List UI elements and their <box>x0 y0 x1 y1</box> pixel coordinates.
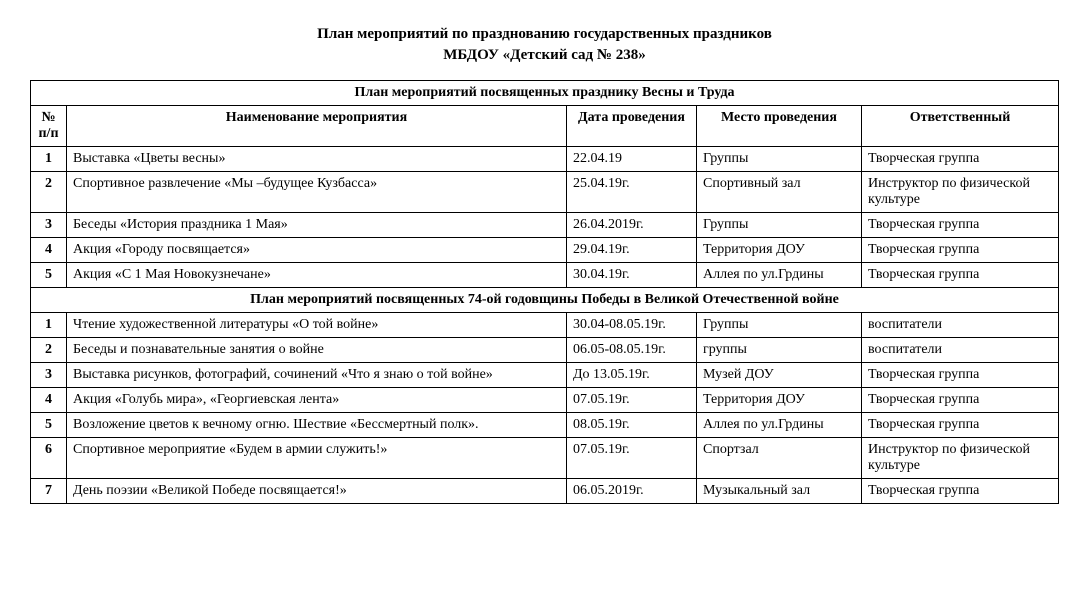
cell-date: 06.05-08.05.19г. <box>567 338 697 363</box>
cell-num: 1 <box>31 147 67 172</box>
title-line-1: План мероприятий по празднованию государ… <box>30 24 1059 45</box>
cell-num: 3 <box>31 363 67 388</box>
cell-date: 07.05.19г. <box>567 388 697 413</box>
cell-resp: Инструктор по физической культуре <box>862 172 1059 213</box>
cell-num: 2 <box>31 172 67 213</box>
cell-resp: Творческая группа <box>862 263 1059 288</box>
cell-num: 6 <box>31 438 67 479</box>
cell-place: Музыкальный зал <box>697 479 862 504</box>
table-row: 1Чтение художественной литературы «О той… <box>31 313 1059 338</box>
cell-num: 2 <box>31 338 67 363</box>
cell-num: 5 <box>31 413 67 438</box>
table-row: 1Выставка «Цветы весны»22.04.19ГруппыТво… <box>31 147 1059 172</box>
cell-name: Беседы «История праздника 1 Мая» <box>67 213 567 238</box>
cell-num: 5 <box>31 263 67 288</box>
table-row: 5Возложение цветов к вечному огню. Шеств… <box>31 413 1059 438</box>
title-line-2: МБДОУ «Детский сад № 238» <box>30 45 1059 66</box>
cell-place: Музей ДОУ <box>697 363 862 388</box>
table-row: 4Акция «Городу посвящается»29.04.19г.Тер… <box>31 238 1059 263</box>
col-date: Дата проведения <box>567 106 697 147</box>
cell-date: 25.04.19г. <box>567 172 697 213</box>
cell-place: Группы <box>697 313 862 338</box>
cell-place: Спортивный зал <box>697 172 862 213</box>
table-row: 2Беседы и познавательные занятия о войне… <box>31 338 1059 363</box>
table-row: 7День поэзии «Великой Победе посвящается… <box>31 479 1059 504</box>
table-row: 2Спортивное развлечение «Мы –будущее Куз… <box>31 172 1059 213</box>
cell-name: Выставка «Цветы весны» <box>67 147 567 172</box>
cell-date: 30.04-08.05.19г. <box>567 313 697 338</box>
cell-date: 22.04.19 <box>567 147 697 172</box>
document-title: План мероприятий по празднованию государ… <box>30 24 1059 66</box>
cell-resp: воспитатели <box>862 338 1059 363</box>
cell-place: Территория ДОУ <box>697 238 862 263</box>
cell-place: Аллея по ул.Грдины <box>697 413 862 438</box>
cell-name: Беседы и познавательные занятия о войне <box>67 338 567 363</box>
cell-date: 26.04.2019г. <box>567 213 697 238</box>
cell-place: Группы <box>697 147 862 172</box>
cell-name: Акция «С 1 Мая Новокузнечане» <box>67 263 567 288</box>
cell-date: 29.04.19г. <box>567 238 697 263</box>
cell-resp: Творческая группа <box>862 388 1059 413</box>
cell-resp: Творческая группа <box>862 413 1059 438</box>
cell-date: 30.04.19г. <box>567 263 697 288</box>
table-row: 3Беседы «История праздника 1 Мая»26.04.2… <box>31 213 1059 238</box>
cell-resp: воспитатели <box>862 313 1059 338</box>
cell-resp: Творческая группа <box>862 213 1059 238</box>
cell-resp: Творческая группа <box>862 147 1059 172</box>
col-name: Наименование мероприятия <box>67 106 567 147</box>
cell-num: 3 <box>31 213 67 238</box>
cell-num: 1 <box>31 313 67 338</box>
table-row: 3Выставка рисунков, фотографий, сочинени… <box>31 363 1059 388</box>
col-resp: Ответственный <box>862 106 1059 147</box>
cell-name: Возложение цветов к вечному огню. Шестви… <box>67 413 567 438</box>
cell-date: 08.05.19г. <box>567 413 697 438</box>
cell-name: Спортивное мероприятие «Будем в армии сл… <box>67 438 567 479</box>
col-place: Место проведения <box>697 106 862 147</box>
cell-resp: Инструктор по физической культуре <box>862 438 1059 479</box>
cell-place: группы <box>697 338 862 363</box>
col-num: № п/п <box>31 106 67 147</box>
table-row: 5Акция «С 1 Мая Новокузнечане»30.04.19г.… <box>31 263 1059 288</box>
cell-date: 07.05.19г. <box>567 438 697 479</box>
events-table: План мероприятий посвященных празднику В… <box>30 80 1059 504</box>
section1-header: План мероприятий посвященных празднику В… <box>31 81 1059 106</box>
cell-date: 06.05.2019г. <box>567 479 697 504</box>
cell-name: Акция «Городу посвящается» <box>67 238 567 263</box>
cell-name: Спортивное развлечение «Мы –будущее Кузб… <box>67 172 567 213</box>
cell-name: Выставка рисунков, фотографий, сочинений… <box>67 363 567 388</box>
cell-place: Аллея по ул.Грдины <box>697 263 862 288</box>
cell-date: До 13.05.19г. <box>567 363 697 388</box>
cell-place: Спортзал <box>697 438 862 479</box>
cell-num: 7 <box>31 479 67 504</box>
cell-name: День поэзии «Великой Победе посвящается!… <box>67 479 567 504</box>
cell-name: Акция «Голубь мира», «Георгиевская лента… <box>67 388 567 413</box>
section2-header: План мероприятий посвященных 74-ой годов… <box>31 288 1059 313</box>
cell-resp: Творческая группа <box>862 238 1059 263</box>
cell-resp: Творческая группа <box>862 363 1059 388</box>
cell-num: 4 <box>31 238 67 263</box>
table-row: 6Спортивное мероприятие «Будем в армии с… <box>31 438 1059 479</box>
cell-resp: Творческая группа <box>862 479 1059 504</box>
cell-num: 4 <box>31 388 67 413</box>
cell-place: Территория ДОУ <box>697 388 862 413</box>
cell-name: Чтение художественной литературы «О той … <box>67 313 567 338</box>
table-row: 4Акция «Голубь мира», «Георгиевская лент… <box>31 388 1059 413</box>
cell-place: Группы <box>697 213 862 238</box>
